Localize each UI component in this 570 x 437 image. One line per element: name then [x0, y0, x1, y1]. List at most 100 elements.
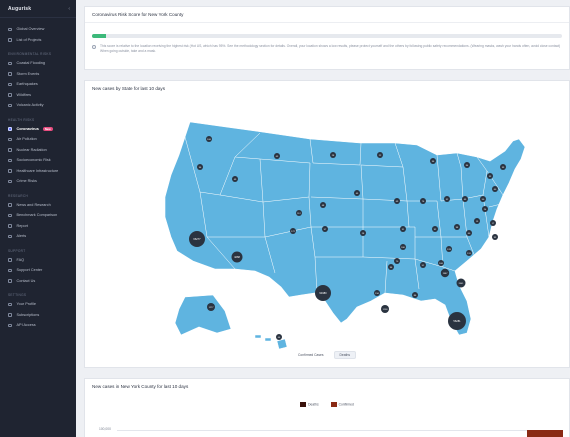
us-map[interactable]: 106 96 49 63 28 22 36 84 33 39 60 50 24 45 32 76 69 45 48 1…: [85, 97, 570, 355]
case-marker[interactable]: 128: [446, 246, 452, 252]
case-marker[interactable]: 98: [454, 224, 460, 230]
sidebar-item-benchmark-comparison[interactable]: Benchmark Comparison: [0, 210, 76, 221]
case-marker-dot: [446, 246, 452, 252]
case-marker[interactable]: 96: [388, 264, 394, 270]
case-marker[interactable]: 48: [320, 202, 326, 208]
sidebar-item-storm-events[interactable]: Storm Events: [0, 69, 76, 80]
deaths-toggle-button[interactable]: Deaths: [333, 351, 356, 359]
sidebar-item-list-of-projects[interactable]: List of Projects: [0, 35, 76, 46]
sidebar-item-label: Global Overview: [16, 27, 45, 32]
sidebar-item-subscriptions[interactable]: Subscriptions: [0, 310, 76, 321]
case-marker[interactable]: 49: [232, 176, 238, 182]
sidebar-item-air-pollution[interactable]: Air Pollution: [0, 134, 76, 145]
case-marker[interactable]: 166: [438, 260, 444, 266]
sidebar-item-label: List of Projects: [16, 37, 42, 42]
case-marker[interactable]: 86: [412, 292, 418, 298]
sidebar-item-coastal-flooding[interactable]: Coastal Flooding: [0, 58, 76, 69]
sidebar-item-api-access[interactable]: API Access: [0, 320, 76, 331]
sidebar-item-global-overview[interactable]: Global Overview: [0, 24, 76, 35]
case-marker[interactable]: 66277: [189, 231, 205, 247]
case-marker[interactable]: 4268: [231, 251, 243, 263]
case-marker[interactable]: 2441: [456, 278, 466, 288]
case-marker[interactable]: 60: [466, 230, 472, 236]
lifebuoy-icon: [8, 268, 12, 272]
case-marker[interactable]: 1277: [207, 303, 215, 311]
case-marker[interactable]: 93480: [315, 285, 331, 301]
case-marker-dot: [322, 226, 328, 232]
case-marker[interactable]: 76: [420, 198, 426, 204]
case-marker[interactable]: 31: [400, 226, 406, 232]
sidebar-item-report[interactable]: Report: [0, 221, 76, 232]
case-marker[interactable]: 22: [377, 152, 383, 158]
sidebar-item-faq[interactable]: FAQ: [0, 255, 76, 266]
risk-score-progress-fill: [92, 34, 107, 38]
sidebar-item-nuclear-radiation[interactable]: Nuclear Radiation: [0, 145, 76, 156]
case-marker[interactable]: 36: [430, 158, 436, 164]
sidebar-item-crime-risks[interactable]: Crime Risks: [0, 176, 76, 187]
sidebar-item-healthcare-infrastructure[interactable]: Healthcare Infrastructure: [0, 166, 76, 177]
sidebar-item-label: Coastal Flooding: [16, 61, 46, 66]
case-marker[interactable]: 70: [394, 258, 400, 264]
case-marker[interactable]: 60: [492, 186, 498, 192]
case-marker[interactable]: 28: [360, 230, 366, 236]
collapse-sidebar-icon[interactable]: ‹: [68, 5, 70, 12]
case-marker[interactable]: 131: [466, 250, 472, 256]
case-marker[interactable]: 1987: [440, 268, 450, 278]
case-marker[interactable]: 45: [354, 190, 360, 196]
sidebar-item-volcanic-activity[interactable]: Volcanic Activity: [0, 100, 76, 111]
case-marker[interactable]: 96: [197, 164, 203, 170]
sidebar-item-socioeconomic-risk[interactable]: Socioeconomic Risk: [0, 155, 76, 166]
sidebar-item-alerts[interactable]: Alerts: [0, 231, 76, 242]
legend-confirmed[interactable]: Confirmed: [330, 402, 354, 407]
case-marker-dot: [482, 206, 488, 212]
app-logo[interactable]: Augurisk: [8, 5, 32, 12]
case-marker[interactable]: 24: [482, 206, 488, 212]
case-marker-label: 48: [322, 205, 325, 207]
case-marker[interactable]: 92: [432, 226, 438, 232]
case-marker-label: 84: [466, 165, 469, 167]
case-marker-dot: [420, 198, 426, 204]
sidebar-section-title: Settings: [8, 293, 27, 297]
case-marker-label: 33: [489, 176, 492, 178]
case-marker[interactable]: 1258: [381, 305, 389, 313]
case-marker[interactable]: 32: [444, 196, 450, 202]
case-marker-dot: [440, 268, 450, 278]
case-marker[interactable]: 33: [487, 173, 493, 179]
sidebar-item-earthquakes[interactable]: Earthquakes: [0, 79, 76, 90]
case-marker[interactable]: 15: [474, 218, 480, 224]
case-marker[interactable]: 57: [322, 226, 328, 232]
legend-deaths[interactable]: Deaths: [300, 402, 319, 407]
case-marker[interactable]: 180: [400, 244, 406, 250]
sidebar-item-label: Benchmark Comparison: [16, 213, 58, 218]
case-marker[interactable]: 93: [492, 234, 498, 240]
sidebar-item-coronavirus[interactable]: Coronavirus New: [0, 124, 76, 135]
case-marker[interactable]: 66: [276, 334, 282, 340]
sidebar-item-your-profile[interactable]: Your Profile: [0, 299, 76, 310]
case-marker[interactable]: 156: [374, 290, 380, 296]
case-marker[interactable]: 45: [462, 196, 468, 202]
case-marker-dot: [400, 226, 406, 232]
case-marker[interactable]: 39: [500, 164, 506, 170]
case-marker-dot: [374, 290, 380, 296]
sidebar-item-support-center[interactable]: Support Center: [0, 265, 76, 276]
sidebar-item-wildfires[interactable]: Wildfires: [0, 90, 76, 101]
confirmed-cases-label[interactable]: Confirmed Cases: [298, 353, 324, 357]
sidebar-item-contact-us[interactable]: Contact Us: [0, 276, 76, 287]
case-marker-dot: [438, 260, 444, 266]
case-marker[interactable]: 69: [394, 198, 400, 204]
case-marker[interactable]: 63: [274, 153, 280, 159]
case-marker[interactable]: 50: [480, 196, 486, 202]
sidebar-item-news-and-research[interactable]: News and Research: [0, 200, 76, 211]
case-marker[interactable]: 106: [206, 136, 212, 142]
case-marker[interactable]: 172: [290, 228, 296, 234]
case-marker[interactable]: 17: [490, 220, 496, 226]
case-marker-dot: [430, 158, 436, 164]
case-marker[interactable]: 51: [420, 262, 426, 268]
case-marker[interactable]: 28: [330, 152, 336, 158]
case-marker[interactable]: 112: [296, 210, 302, 216]
case-marker[interactable]: 84: [464, 162, 470, 168]
confirmed-bar[interactable]: [527, 430, 563, 437]
case-marker-label: 156: [375, 293, 379, 295]
case-marker[interactable]: 56281: [448, 312, 466, 330]
shield-icon: [8, 179, 12, 183]
